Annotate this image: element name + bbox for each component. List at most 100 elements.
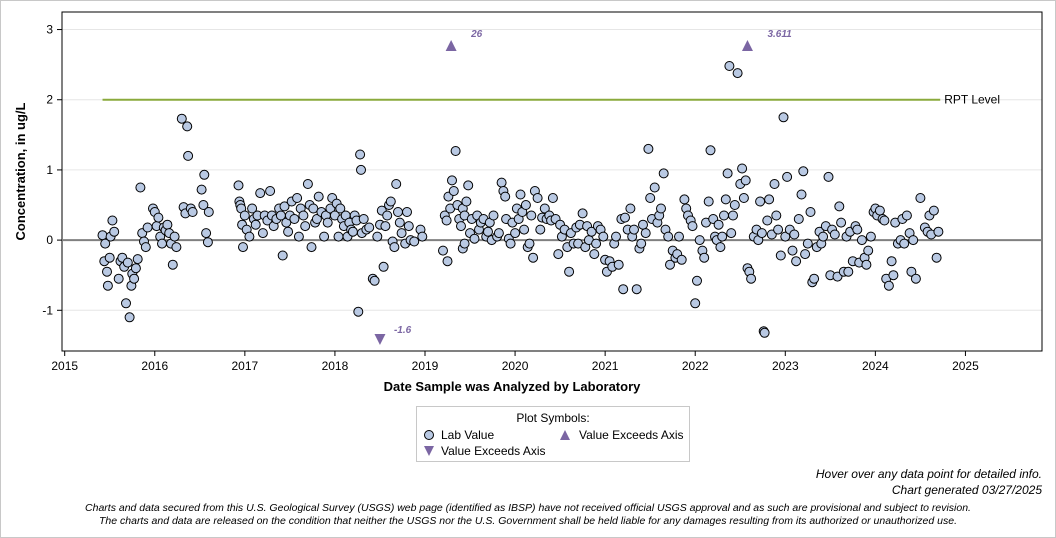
data-point xyxy=(306,242,317,253)
y-axis-label: Concentration, in ug/L xyxy=(13,102,28,240)
data-point xyxy=(394,217,405,228)
data-point xyxy=(369,275,380,286)
data-point xyxy=(888,270,899,281)
data-point xyxy=(802,238,813,249)
data-point xyxy=(679,194,690,205)
data-point xyxy=(800,249,811,260)
data-point xyxy=(620,212,630,223)
data-point xyxy=(293,231,304,242)
data-point xyxy=(764,194,775,205)
data-point xyxy=(771,210,782,221)
data-point xyxy=(417,231,428,242)
data-point xyxy=(107,215,118,226)
data-point xyxy=(135,182,146,193)
generated-note: Chart generated 03/27/2025 xyxy=(891,483,1042,497)
data-point xyxy=(640,228,651,239)
data-point xyxy=(442,256,453,267)
data-point xyxy=(456,221,466,232)
data-point xyxy=(169,231,180,242)
data-point xyxy=(728,210,738,221)
data-point xyxy=(589,249,600,260)
data-point xyxy=(834,201,845,212)
data-point xyxy=(618,284,629,295)
data-point xyxy=(611,231,621,242)
data-point xyxy=(663,231,674,242)
data-point xyxy=(729,200,740,210)
data-point xyxy=(762,215,773,226)
data-point xyxy=(703,196,714,207)
data-point xyxy=(102,266,112,277)
data-point xyxy=(239,210,250,221)
data-point xyxy=(389,242,400,253)
data-point xyxy=(638,219,648,230)
data-point xyxy=(265,186,276,196)
data-point xyxy=(535,224,546,235)
data-point xyxy=(167,259,178,270)
data-point xyxy=(899,238,910,249)
data-point xyxy=(102,280,113,291)
data-point xyxy=(122,257,133,268)
data-point xyxy=(313,191,324,202)
data-point xyxy=(636,238,647,249)
data-point xyxy=(737,163,748,174)
data-point xyxy=(308,203,319,214)
data-point xyxy=(886,256,897,267)
data-point xyxy=(319,231,330,242)
data-point xyxy=(333,231,344,242)
data-point xyxy=(459,238,470,249)
data-point xyxy=(520,200,531,210)
data-point xyxy=(778,112,789,123)
data-point xyxy=(353,306,364,317)
data-point xyxy=(500,191,511,202)
data-point xyxy=(496,177,507,188)
data-point xyxy=(674,231,684,242)
data-point xyxy=(183,150,194,161)
data-point xyxy=(372,231,383,242)
data-point xyxy=(100,238,111,249)
data-point xyxy=(250,219,261,230)
data-point xyxy=(347,226,358,237)
data-point xyxy=(378,261,389,272)
data-point xyxy=(483,226,493,237)
data-point xyxy=(385,196,396,207)
exceeds-up-marker xyxy=(445,40,457,51)
data-point xyxy=(856,235,867,246)
data-point xyxy=(852,224,863,235)
data-point xyxy=(724,61,735,71)
data-point xyxy=(861,259,872,270)
data-point xyxy=(355,149,366,160)
data-point xyxy=(463,180,474,191)
data-point xyxy=(773,224,784,235)
data-point xyxy=(104,252,115,263)
data-point xyxy=(613,259,624,270)
data-point xyxy=(719,210,729,221)
data-point xyxy=(798,166,809,177)
data-point xyxy=(196,184,207,195)
data-point xyxy=(391,179,402,189)
y-tick-label: 2 xyxy=(46,93,53,107)
data-point xyxy=(843,266,854,277)
data-point xyxy=(769,179,780,189)
data-point xyxy=(717,231,728,242)
data-point xyxy=(759,327,770,338)
data-point xyxy=(233,180,244,191)
data-point xyxy=(461,196,472,207)
data-point xyxy=(238,242,248,253)
data-point xyxy=(756,228,767,239)
legend-circle-icon xyxy=(424,430,434,440)
data-point xyxy=(300,221,311,232)
data-point xyxy=(358,214,369,224)
data-point xyxy=(705,145,716,156)
data-point xyxy=(694,235,705,246)
data-point xyxy=(883,280,894,291)
data-point xyxy=(202,237,213,248)
x-tick-label: 2017 xyxy=(231,359,258,373)
data-point xyxy=(441,215,452,226)
data-point xyxy=(836,217,847,228)
data-point xyxy=(629,224,639,235)
x-tick-label: 2025 xyxy=(952,359,979,373)
data-point xyxy=(796,189,807,200)
x-tick-label: 2016 xyxy=(141,359,168,373)
data-point xyxy=(692,275,702,286)
data-point xyxy=(176,113,187,124)
